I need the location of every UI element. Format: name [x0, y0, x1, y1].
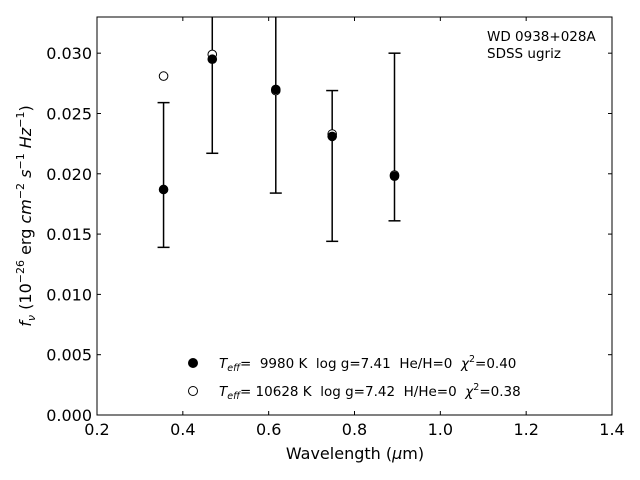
y-tick-label: 0.025	[46, 104, 92, 123]
x-tick-label: 1.4	[599, 420, 624, 439]
y-tick-label: 0.005	[46, 346, 92, 365]
model-point-filled	[158, 184, 169, 195]
x-tick-label: 0.4	[170, 420, 195, 439]
model-point-filled	[270, 84, 281, 95]
legend-entry-2: Teff= 10628 K log g=7.42 H/He=0 χ2=0.38	[219, 382, 521, 402]
legend-entry-1-text: = 9980 K log g=7.41 He/H=0	[240, 356, 461, 372]
x-tick-label: 1.0	[428, 420, 453, 439]
legend: Teff= 9980 K log g=7.41 He/H=0 χ2=0.40 T…	[188, 354, 521, 402]
x-tick-label: 0.8	[342, 420, 367, 439]
y-tick-label: 0.015	[46, 225, 92, 244]
legend-entry-2-text: = 10628 K log g=7.42 H/He=0	[240, 384, 465, 400]
x-tick-label: 0.2	[84, 420, 109, 439]
annotation-object: WD 0938+028A	[487, 29, 596, 45]
legend-entry-1-chi: =0.40	[475, 356, 516, 372]
y-tick-label: 0.030	[46, 44, 92, 63]
model-point-filled	[207, 54, 218, 65]
legend-entry-1: Teff= 9980 K log g=7.41 He/H=0 χ2=0.40	[219, 354, 516, 374]
legend-marker-filled	[188, 358, 198, 368]
y-tick-label: 0.000	[46, 406, 92, 425]
data-area	[157, 17, 401, 249]
x-tick-label: 1.2	[513, 420, 538, 439]
model-point-open	[158, 71, 169, 81]
y-tick-label: 0.020	[46, 165, 92, 184]
model-point-filled	[389, 171, 400, 181]
plot-marks	[157, 17, 401, 249]
axis-ticks: 0.2 0.4 0.6 0.8 1.0 1.2 1.4 0.000 0.005 0.010 0.01…	[46, 17, 625, 439]
annotation-survey: SDSS ugriz	[487, 46, 561, 62]
y-axis-label: fν (10−26 erg cm−2 s−1 Hz−1)	[14, 105, 38, 326]
legend-entry-2-chi: =0.38	[479, 384, 520, 400]
x-axis-label: Wavelength (μm)	[286, 444, 424, 463]
legend-marker-open	[188, 386, 198, 396]
x-tick-label: 0.6	[256, 420, 281, 439]
model-point-filled	[327, 131, 337, 142]
y-tick-label: 0.010	[46, 285, 92, 304]
